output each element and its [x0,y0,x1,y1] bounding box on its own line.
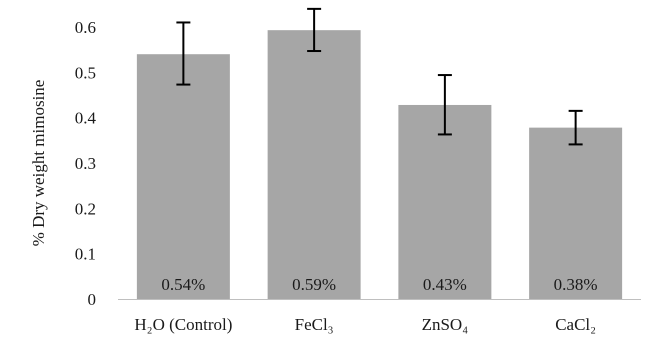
category-label: CaCl₂ [555,315,596,334]
y-axis-label: % Dry weight mimosine [29,80,48,247]
data-label: 0.54% [161,275,205,294]
category-label: H₂O (Control) [134,315,232,334]
error-bars [176,7,583,146]
data-label: 0.38% [554,275,598,294]
data-label: 0.43% [423,275,467,294]
category-label: FeCl₃ [295,315,334,334]
y-tick-label: 0.1 [75,245,96,264]
bar [136,54,230,300]
y-tick-label: 0.4 [75,109,97,128]
y-tick-label: 0.5 [75,63,96,82]
y-tick-label: 0.3 [75,154,96,173]
y-tick-label: 0 [88,290,97,309]
data-labels: 0.54% 0.59% 0.43% 0.38% [161,275,597,294]
category-labels: H₂O (Control) FeCl₃ ZnSO₄ CaCl₂ [134,315,596,334]
bar [529,127,623,299]
y-axis-ticks: 0 0.1 0.2 0.3 0.4 0.5 0.6 [75,18,97,309]
category-label: ZnSO₄ [422,315,469,334]
y-tick-label: 0.6 [75,18,96,37]
bars [136,30,623,300]
bar [398,104,492,300]
data-label: 0.59% [292,275,336,294]
y-tick-label: 0.2 [75,199,96,218]
bar [267,30,361,299]
